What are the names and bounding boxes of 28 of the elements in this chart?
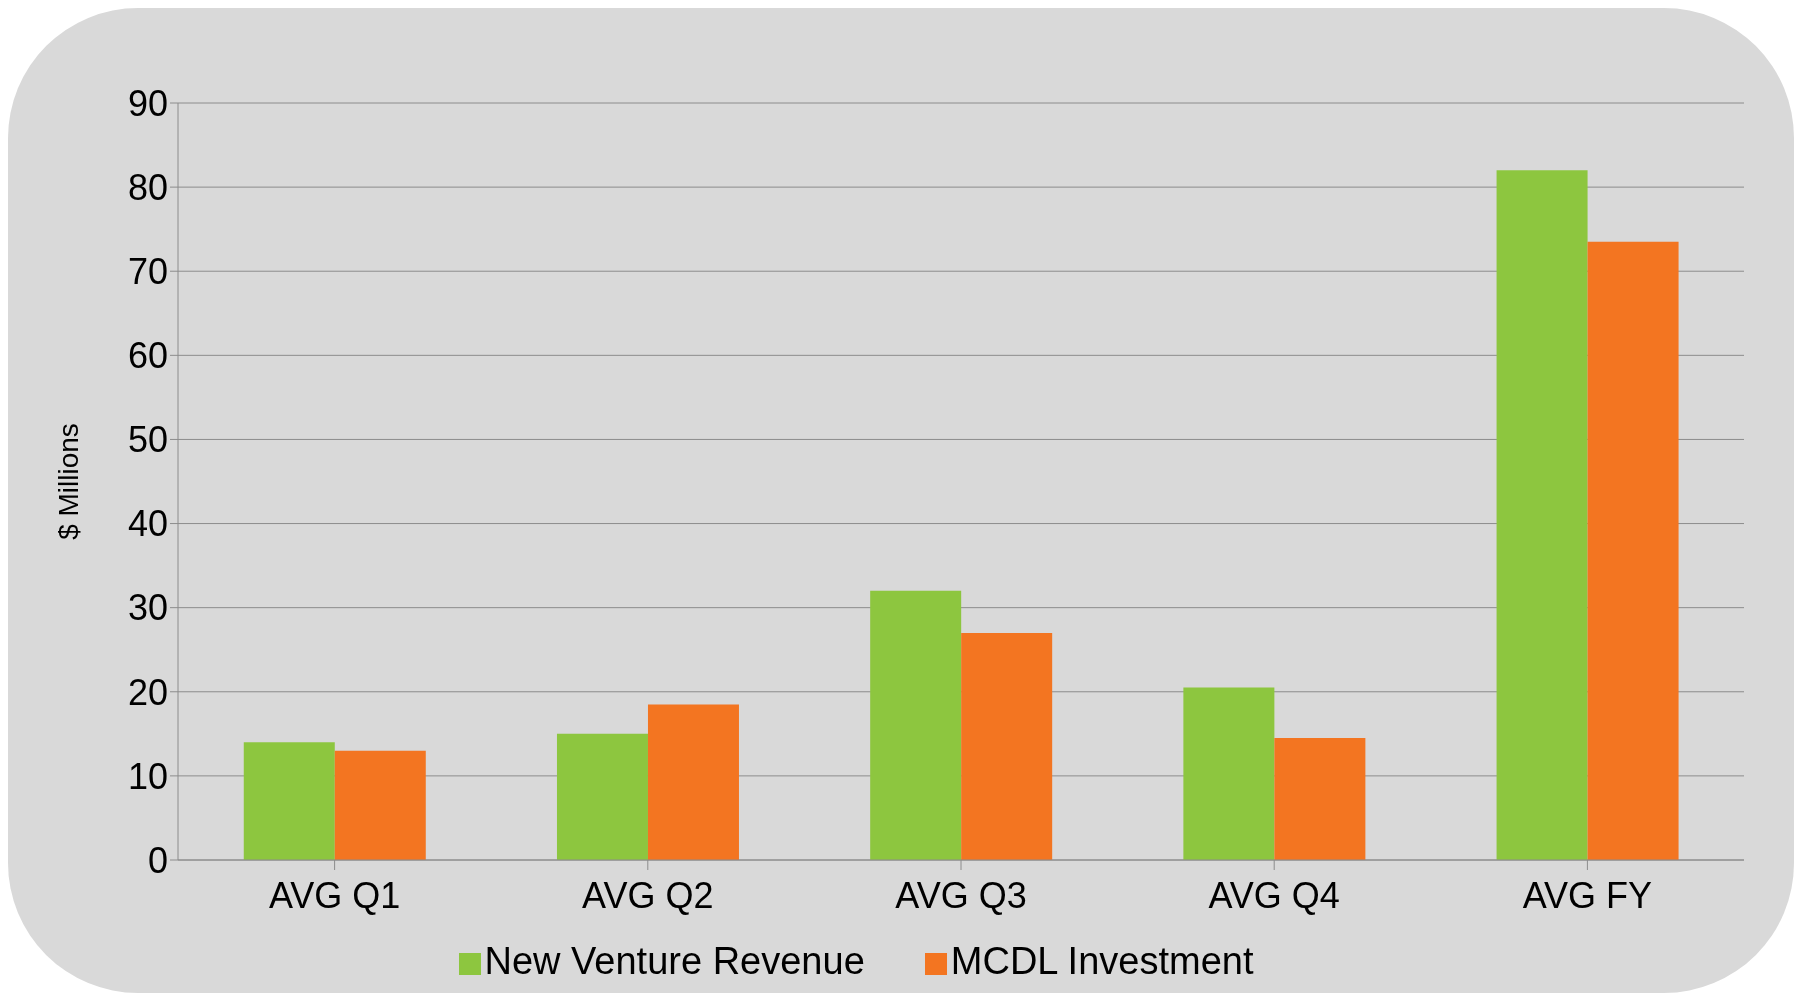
x-tick-label: AVG Q3 xyxy=(895,874,1027,916)
y-axis-title: $ Millions xyxy=(52,423,84,540)
bar xyxy=(556,733,648,860)
bar xyxy=(961,632,1053,860)
y-tick-label: 40 xyxy=(127,503,168,545)
y-tick-label: 90 xyxy=(127,82,168,124)
bar xyxy=(1587,241,1679,860)
bar xyxy=(243,742,335,860)
x-tick-label: AVG FY xyxy=(1522,874,1653,916)
y-tick-label: 80 xyxy=(127,166,168,208)
legend-label: New Venture Revenue xyxy=(484,940,865,982)
y-tick-label: 20 xyxy=(127,671,168,713)
x-tick-label: AVG Q1 xyxy=(268,874,401,916)
bar xyxy=(1496,170,1588,860)
bar xyxy=(1274,738,1366,860)
bar xyxy=(334,750,426,860)
legend-label: MCDL Investment xyxy=(950,940,1254,982)
y-tick-label: 50 xyxy=(127,419,168,461)
y-tick-label: 10 xyxy=(127,755,168,797)
y-tick-label: 70 xyxy=(127,251,168,292)
y-tick-label: 0 xyxy=(147,839,168,881)
bar xyxy=(647,704,739,860)
y-tick-label: 30 xyxy=(127,587,168,629)
x-tick-label: AVG Q4 xyxy=(1208,874,1340,916)
bar xyxy=(870,590,962,860)
x-tick-label: AVG Q2 xyxy=(582,874,714,916)
bar xyxy=(1183,687,1275,860)
y-tick-label: 60 xyxy=(127,335,168,377)
